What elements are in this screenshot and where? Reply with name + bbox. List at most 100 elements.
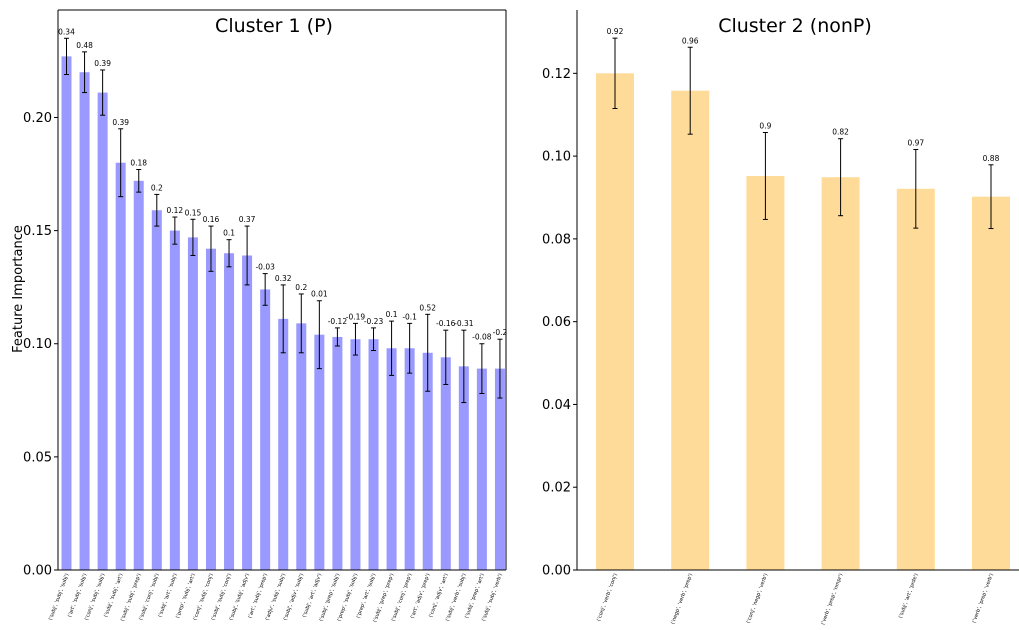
x-tick-label: ('subj', 'subj', 'verb') (481, 573, 504, 623)
data-label: 0.97 (907, 138, 924, 147)
data-label: 0.16 (203, 215, 220, 224)
bar (79, 72, 90, 570)
data-label: 0.1 (386, 310, 398, 319)
y-tick-label: 0.00 (542, 564, 571, 579)
error-bar (136, 169, 142, 193)
data-label: -0.03 (255, 263, 275, 272)
data-label: 0.88 (983, 154, 1000, 163)
data-label: -0.23 (364, 317, 384, 326)
x-tick-label: ('verb', 'prep', 'verb') (971, 573, 995, 624)
y-tick-label: 0.04 (542, 398, 571, 413)
error-bar (280, 284, 286, 354)
data-label: 0.96 (682, 36, 699, 45)
data-label: -0.08 (472, 333, 492, 342)
bar (386, 348, 397, 570)
bar (671, 90, 710, 570)
bar (187, 237, 198, 571)
error-bar (913, 148, 919, 229)
error-bar (762, 132, 768, 220)
bar (115, 162, 126, 570)
x-tick-label: ('subj', 'art', 'prde') (898, 573, 920, 620)
cluster-2-panel: 0.92 ('conj', 'verb', 'conj') 0.96 ('negp',… (542, 10, 1019, 626)
data-label: 0.48 (76, 41, 93, 50)
error-bar (82, 51, 88, 94)
bar (205, 248, 216, 570)
cluster-1-panel: 0.34('subj', 'subj', 'subj')0.48('art', … (11, 9, 508, 623)
error-bar (226, 239, 232, 268)
x-tick-label: ('art', 'subj', 'prep') (247, 573, 269, 620)
error-bar (838, 138, 844, 217)
bar (404, 348, 415, 570)
data-label: 0.18 (130, 159, 147, 168)
error-bar (425, 313, 431, 392)
x-tick-label: ('prep', 'subj', 'art') (175, 573, 197, 620)
x-tick-label: ('conj', 'verb', 'conj') (596, 573, 619, 623)
data-label: 0.82 (832, 128, 849, 137)
x-tick-label: ('art', 'adjv', 'prep') (410, 573, 432, 620)
bar (368, 339, 379, 570)
error-bar (244, 225, 250, 286)
bar (896, 188, 935, 570)
error-bar (988, 164, 994, 230)
x-tick-label: ('verb', 'prep', 'nmpr') (820, 573, 844, 626)
y-tick-label: 0.06 (542, 315, 571, 330)
data-label: 0.34 (58, 27, 75, 36)
bar (821, 177, 860, 570)
error-bar (479, 343, 485, 395)
y-tick-label: 0.10 (23, 337, 52, 352)
bar (151, 210, 162, 570)
bar (133, 180, 144, 570)
x-tick-label: ('negp', 'verb', 'prep') (670, 573, 694, 626)
x-tick-label: ('subj', 'prep', 'art') (464, 573, 486, 620)
x-tick-label: ('subj', 'art', 'adjv') (302, 573, 324, 619)
x-tick-label: ('subj', 'subj', 'art') (103, 573, 124, 619)
error-bar (172, 216, 178, 245)
data-label: 0.15 (185, 208, 202, 217)
bar (61, 56, 72, 570)
data-label: -0.2 (493, 328, 508, 337)
data-label: 0.12 (167, 206, 184, 215)
error-bar (118, 128, 124, 198)
data-label: 0.37 (239, 215, 256, 224)
y-tick-label: 0.10 (542, 150, 571, 165)
error-bar (100, 69, 106, 116)
x-tick-label: ('prep', 'art', 'subj') (356, 573, 378, 620)
axes (57, 9, 507, 571)
error-bar (298, 293, 304, 354)
data-label: 0.2 (295, 283, 307, 292)
data-label: -0.19 (346, 312, 366, 321)
data-label: -0.31 (454, 319, 474, 328)
bar (278, 318, 289, 570)
data-label: 0.92 (607, 27, 624, 36)
x-tick-label: ('art', 'subj', 'subj') (67, 573, 88, 619)
data-label: -0.16 (436, 319, 456, 328)
x-tick-label: ('subj', 'art', 'subj') (157, 573, 178, 619)
y-tick-label: 0.08 (542, 232, 571, 247)
data-label: -0.1 (402, 312, 417, 321)
data-label: 0.32 (275, 274, 292, 283)
bar (242, 255, 253, 571)
bar (476, 368, 487, 570)
y-tick-label: 0.02 (542, 481, 571, 496)
data-label: 0.1 (223, 229, 235, 238)
error-bar (316, 300, 322, 370)
data-label: -0.12 (328, 317, 348, 326)
y-tick-label: 0.20 (23, 111, 52, 126)
error-bar (352, 322, 358, 356)
error-bar (612, 37, 618, 110)
error-bar (190, 218, 196, 256)
error-bar (262, 273, 268, 306)
y-tick-label: 0.15 (23, 224, 52, 239)
error-bar (154, 193, 160, 227)
data-label: 0.9 (759, 122, 771, 131)
bar (350, 339, 361, 570)
x-tick-label: ('conj', 'negp', 'verb') (746, 573, 770, 625)
data-label: 0.2 (151, 183, 163, 192)
x-tick-label: ('conj', 'adjv', 'art') (428, 573, 450, 619)
error-bar (334, 327, 340, 347)
bar (260, 289, 271, 570)
bar (314, 334, 325, 570)
y-tick-label: 0.05 (23, 450, 52, 465)
bar (422, 352, 433, 570)
axes (576, 10, 1019, 571)
